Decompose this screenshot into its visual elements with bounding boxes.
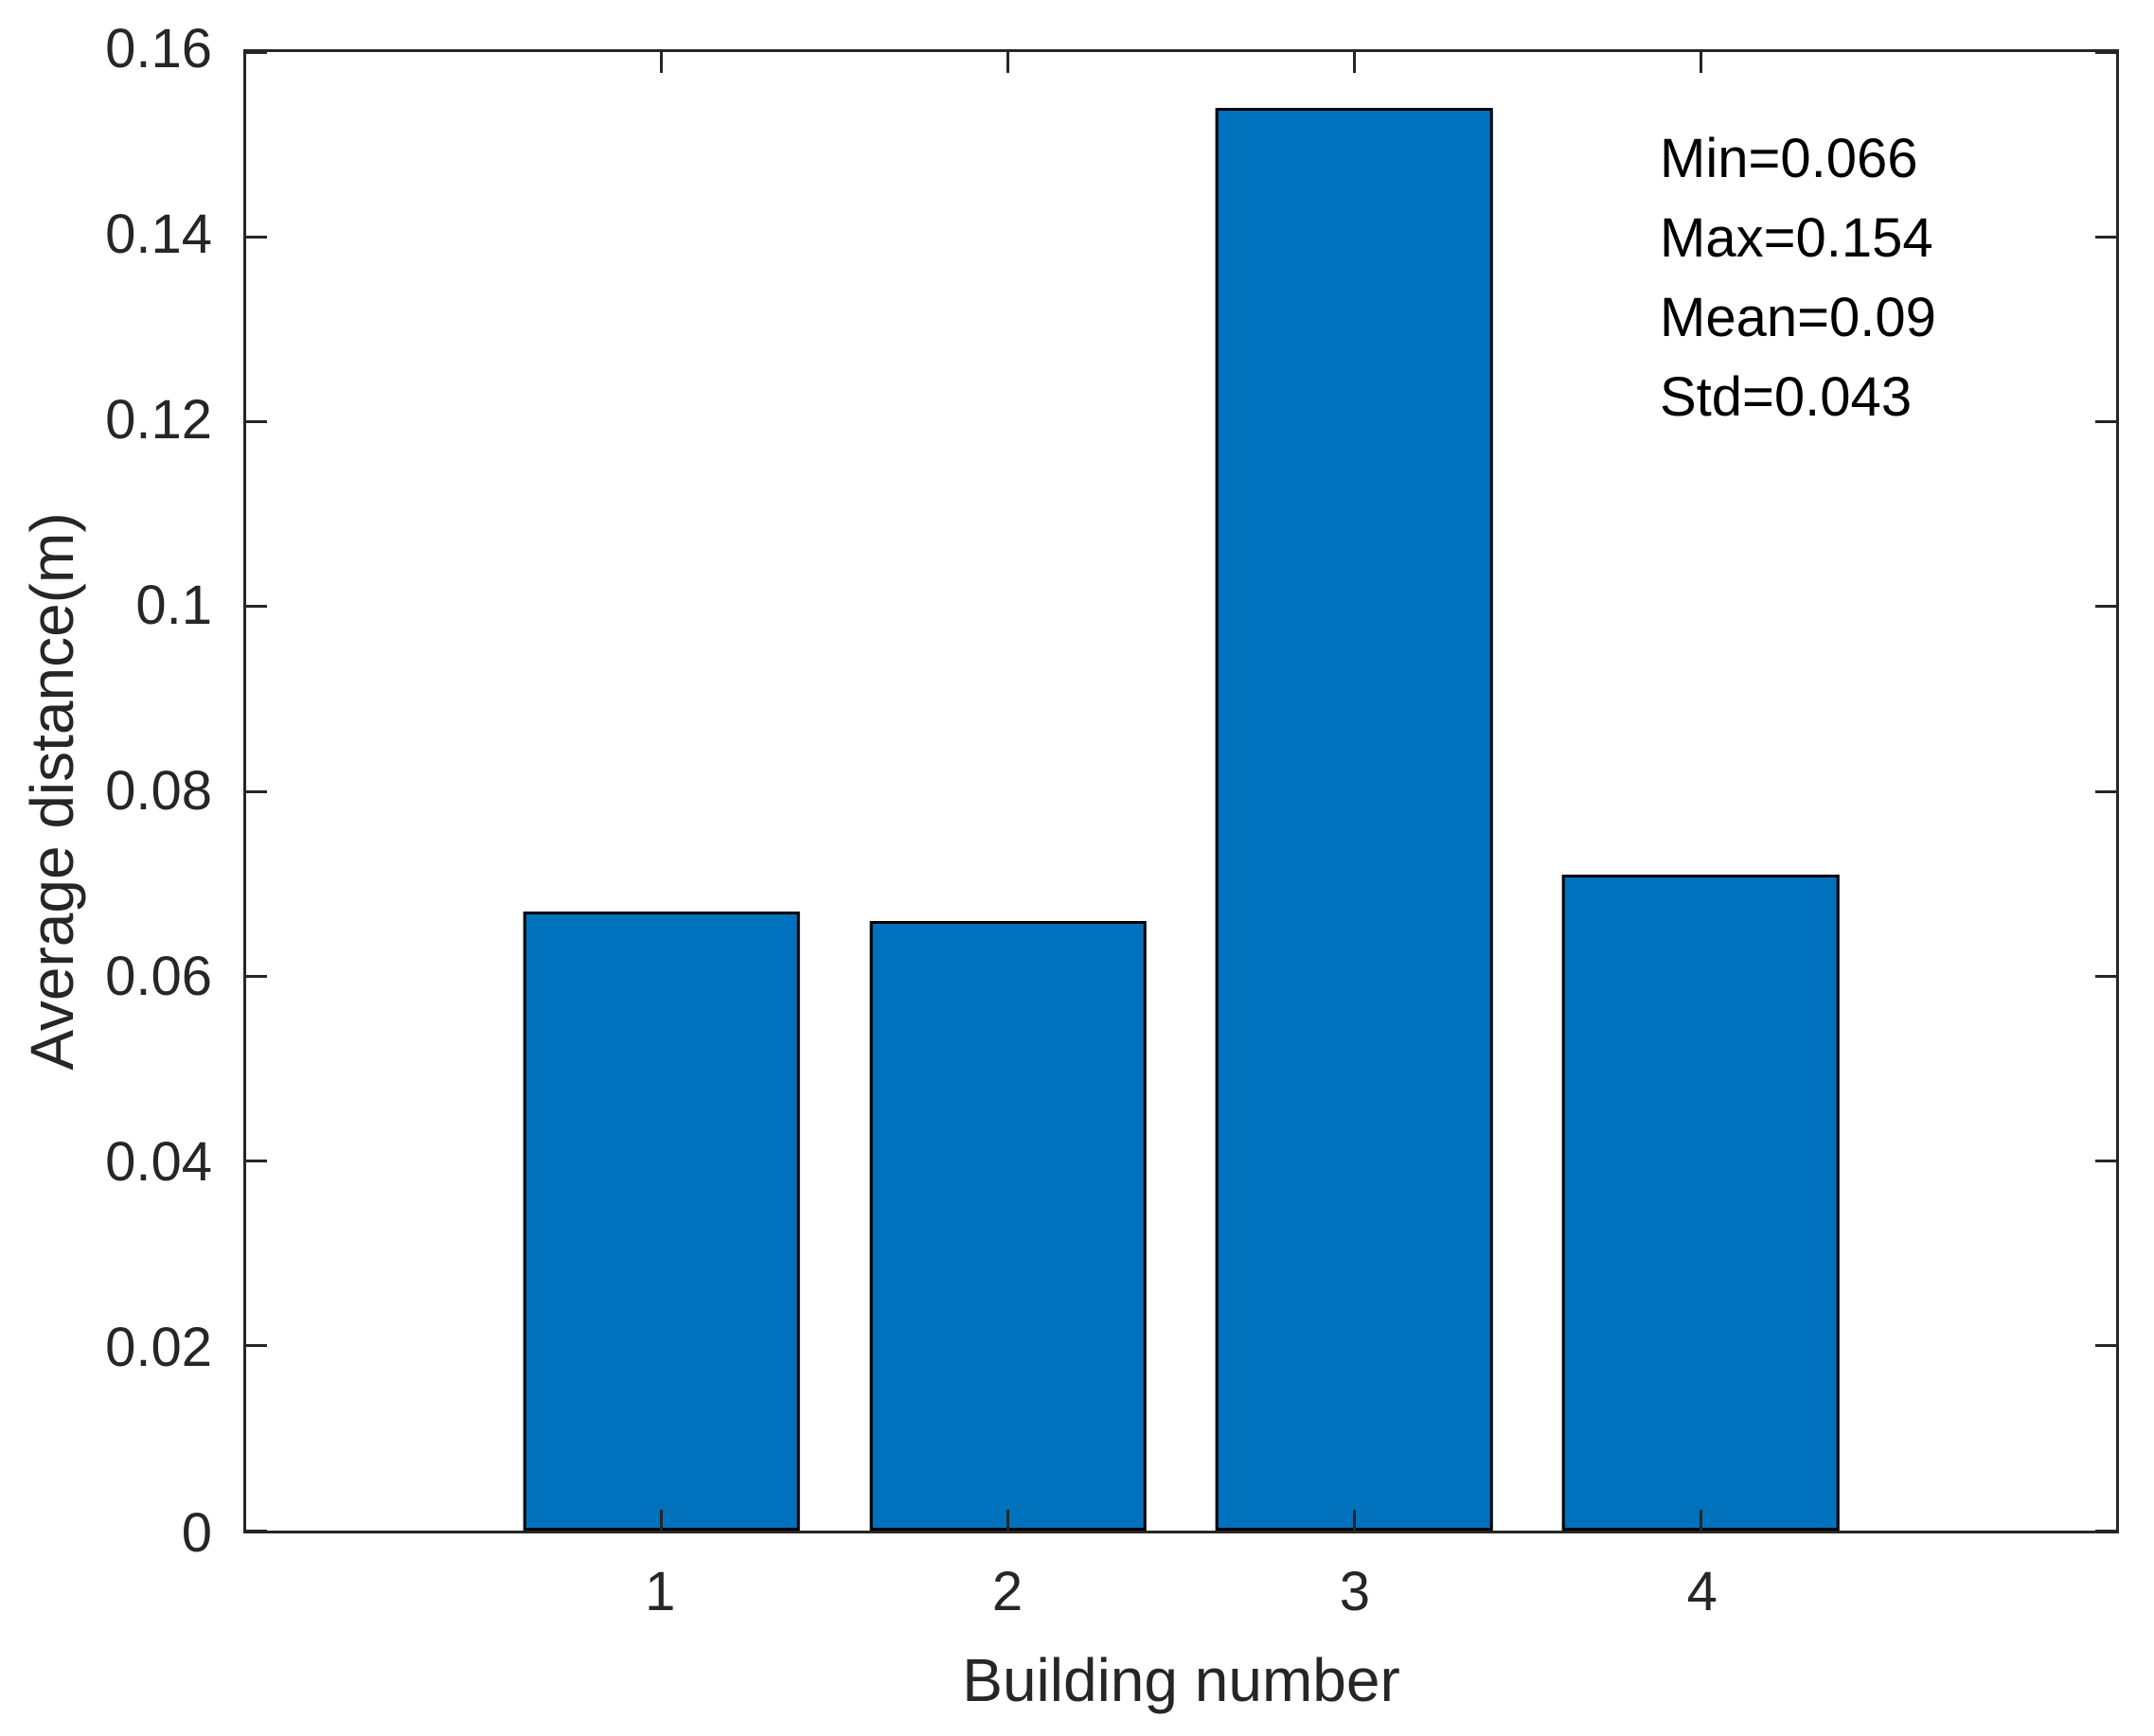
y-tick-mark-right bbox=[2095, 1160, 2116, 1162]
bar-building-1 bbox=[523, 911, 801, 1531]
y-tick-mark-right bbox=[2095, 1529, 2116, 1532]
y-tick-label: 0.06 bbox=[105, 946, 212, 1007]
y-tick-mark-right bbox=[2095, 974, 2116, 978]
y-tick-mark-right bbox=[2095, 235, 2116, 239]
bar-building-4 bbox=[1561, 874, 1840, 1531]
x-tick-label: 3 bbox=[1339, 1561, 1371, 1622]
y-tick-mark-left bbox=[246, 605, 267, 609]
y-tick-mark-right bbox=[2095, 605, 2116, 609]
annotation-line: Max=0.154 bbox=[1660, 207, 1933, 269]
x-tick-mark-bottom bbox=[1699, 1510, 1702, 1531]
y-tick-label: 0 bbox=[181, 1502, 212, 1564]
y-tick-mark-left bbox=[246, 789, 267, 793]
annotation-line: Std=0.043 bbox=[1660, 366, 1913, 428]
y-tick-mark-left bbox=[246, 420, 267, 423]
y-tick-mark-left bbox=[246, 1529, 267, 1532]
y-tick-mark-right bbox=[2095, 50, 2116, 54]
y-tick-mark-left bbox=[246, 974, 267, 978]
x-tick-mark-top bbox=[1006, 52, 1010, 73]
y-tick-label: 0.02 bbox=[105, 1317, 212, 1378]
y-tick-mark-right bbox=[2095, 1344, 2116, 1348]
x-tick-label: 1 bbox=[645, 1561, 676, 1622]
x-tick-mark-bottom bbox=[660, 1510, 664, 1531]
y-tick-label: 0.16 bbox=[105, 18, 212, 80]
y-tick-mark-left bbox=[246, 1344, 267, 1348]
y-tick-label: 0.04 bbox=[105, 1131, 212, 1193]
y-tick-label: 0.12 bbox=[105, 389, 212, 451]
x-tick-labels: 1 2 3 4 bbox=[243, 1562, 2119, 1622]
y-tick-mark-right bbox=[2095, 420, 2116, 423]
bar-building-3 bbox=[1216, 107, 1493, 1531]
x-tick-mark-top bbox=[1352, 52, 1356, 73]
y-tick-label: 0.08 bbox=[105, 760, 212, 822]
y-tick-mark-left bbox=[246, 235, 267, 239]
x-tick-mark-bottom bbox=[1006, 1510, 1010, 1531]
bar-building-2 bbox=[869, 920, 1147, 1531]
x-tick-label: 4 bbox=[1686, 1561, 1718, 1622]
y-tick-mark-left bbox=[246, 1160, 267, 1162]
y-tick-mark-right bbox=[2095, 789, 2116, 793]
y-tick-label: 0.14 bbox=[105, 204, 212, 265]
x-tick-mark-top bbox=[660, 52, 664, 73]
annotation-line: Min=0.066 bbox=[1660, 128, 1918, 189]
plot-area bbox=[243, 49, 2119, 1533]
annotation-line: Mean=0.09 bbox=[1660, 287, 1936, 348]
y-tick-label: 0.1 bbox=[135, 575, 212, 636]
stats-annotation: Min=0.066 Max=0.154 Mean=0.09 Std=0.043 bbox=[1660, 119, 1936, 437]
x-tick-label: 2 bbox=[991, 1561, 1024, 1622]
x-tick-mark-top bbox=[1699, 52, 1702, 73]
x-axis-label: Building number bbox=[962, 1646, 1400, 1714]
y-tick-mark-left bbox=[246, 50, 267, 54]
y-tick-labels: 0 0.02 0.04 0.06 0.08 0.1 0.12 0.14 0.16 bbox=[0, 21, 212, 1562]
x-tick-mark-bottom bbox=[1352, 1510, 1356, 1531]
